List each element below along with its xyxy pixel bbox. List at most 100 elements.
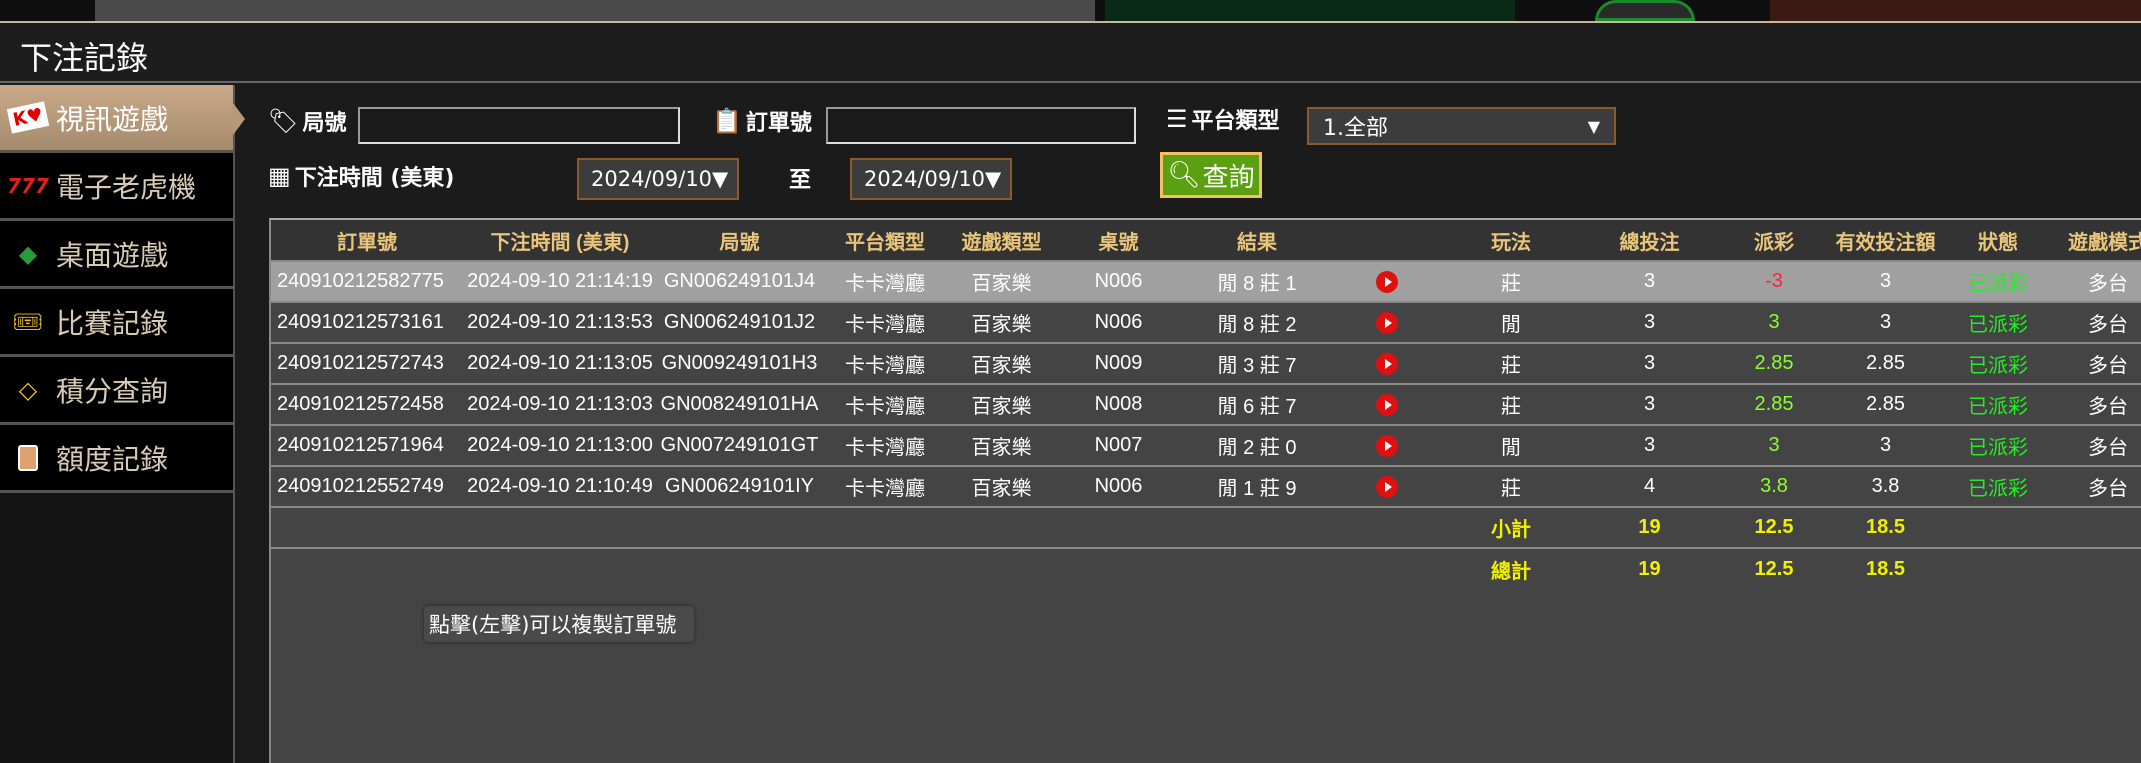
total-payout: 12.5 bbox=[1719, 547, 1829, 589]
empty-cell bbox=[2054, 547, 2141, 589]
empty-cell bbox=[948, 547, 1055, 589]
total-bet-cell: 4 bbox=[1580, 465, 1719, 507]
empty-cell bbox=[1332, 547, 1442, 589]
header-bet-type: 玩法 bbox=[1442, 220, 1580, 261]
order-input[interactable] bbox=[826, 107, 1136, 144]
sidebar-item-credit-records[interactable]: 額度記錄 bbox=[0, 425, 233, 493]
order-label-text: 訂單號 bbox=[745, 111, 812, 136]
replay-cell[interactable] bbox=[1332, 342, 1442, 384]
server-icon: ☰ bbox=[1166, 105, 1188, 133]
bet-time-cell: 2024-09-10 21:13:00 bbox=[463, 424, 657, 466]
header-game-type: 遊戲類型 bbox=[948, 220, 1055, 261]
table-row[interactable]: 240910212552749 2024-09-10 21:10:49 GN0062… bbox=[271, 465, 2141, 507]
order-number-cell[interactable]: 240910212572458 bbox=[271, 383, 463, 425]
table-row[interactable]: 240910212572743 2024-09-10 21:13:05 GN0092… bbox=[271, 342, 2141, 384]
total-bet-cell: 3 bbox=[1580, 383, 1719, 425]
replay-cell[interactable] bbox=[1332, 465, 1442, 507]
round-input[interactable] bbox=[358, 107, 680, 144]
table-row[interactable]: 240910212571964 2024-09-10 21:13:00 GN0072… bbox=[271, 424, 2141, 466]
time-filter-label: ▦ 下注時間 (美東) bbox=[268, 160, 454, 192]
subtotal-payout: 12.5 bbox=[1719, 506, 1829, 548]
order-number-cell[interactable]: 240910212573161 bbox=[271, 301, 463, 343]
bet-type-cell: 閒 bbox=[1442, 301, 1580, 343]
status-cell: 已派彩 bbox=[1942, 424, 2054, 466]
valid-bet-cell: 3 bbox=[1829, 424, 1942, 466]
empty-cell bbox=[948, 506, 1055, 548]
chevron-down-icon: ▼ bbox=[1587, 116, 1600, 136]
empty-cell bbox=[657, 506, 822, 548]
total-bet-cell: 3 bbox=[1580, 424, 1719, 466]
order-number-cell[interactable]: 240910212571964 bbox=[271, 424, 463, 466]
subtotal-row: 小計 19 12.5 18.5 bbox=[271, 506, 2141, 548]
table-row[interactable]: 240910212572458 2024-09-10 21:13:03 GN0082… bbox=[271, 383, 2141, 425]
total-bet-cell: 3 bbox=[1580, 260, 1719, 302]
valid-bet-cell: 3.8 bbox=[1829, 465, 1942, 507]
result-cell: 閒 6 莊 7 bbox=[1182, 383, 1332, 425]
order-number-cell[interactable]: 240910212552749 bbox=[271, 465, 463, 507]
header-status: 狀態 bbox=[1942, 220, 2054, 261]
calendar-icon: ▦ bbox=[268, 162, 291, 190]
sidebar-item-slots[interactable]: 777 電子老虎機 bbox=[0, 153, 233, 221]
search-icon: 🔍︎ bbox=[1167, 160, 1201, 190]
date-to-picker[interactable]: 2024/09/10▼ bbox=[850, 158, 1012, 200]
order-number-cell[interactable]: 240910212582775 bbox=[271, 260, 463, 302]
empty-cell bbox=[463, 506, 657, 548]
header-replay bbox=[1332, 220, 1442, 261]
game-type-cell: 百家樂 bbox=[948, 301, 1055, 343]
play-video-icon[interactable] bbox=[1376, 475, 1398, 498]
table-row[interactable]: 240910212573161 2024-09-10 21:13:53 GN0062… bbox=[271, 301, 2141, 343]
bet-type-cell: 閒 bbox=[1442, 424, 1580, 466]
status-cell: 已派彩 bbox=[1942, 260, 2054, 302]
empty-cell bbox=[271, 506, 463, 548]
round-cell: GN007249101GT bbox=[657, 424, 822, 466]
game-type-cell: 百家樂 bbox=[948, 342, 1055, 384]
total-bet-cell: 3 bbox=[1580, 301, 1719, 343]
table-cell: N006 bbox=[1055, 465, 1182, 507]
table-row[interactable]: 240910212582775 2024-09-10 21:14:19 GN0062… bbox=[271, 260, 2141, 302]
sidebar-item-table-games[interactable]: ◆ 桌面遊戲 bbox=[0, 221, 233, 289]
header-valid-bet: 有效投注額 bbox=[1829, 220, 1942, 261]
ticket-icon: 🎟 bbox=[12, 307, 44, 336]
play-video-icon[interactable] bbox=[1376, 434, 1398, 457]
play-video-icon[interactable] bbox=[1376, 270, 1398, 293]
status-cell: 已派彩 bbox=[1942, 342, 2054, 384]
result-cell: 閒 3 莊 7 bbox=[1182, 342, 1332, 384]
empty-cell bbox=[2054, 506, 2141, 548]
replay-cell[interactable] bbox=[1332, 260, 1442, 302]
replay-cell[interactable] bbox=[1332, 424, 1442, 466]
bet-type-cell: 莊 bbox=[1442, 383, 1580, 425]
play-video-icon[interactable] bbox=[1376, 393, 1398, 416]
order-number-cell[interactable]: 240910212572743 bbox=[271, 342, 463, 384]
result-cell: 閒 2 莊 0 bbox=[1182, 424, 1332, 466]
play-video-icon[interactable] bbox=[1376, 352, 1398, 375]
empty-cell bbox=[1182, 506, 1332, 548]
cards-chips-icon: ◆ bbox=[18, 239, 38, 268]
valid-bet-cell: 3 bbox=[1829, 260, 1942, 302]
game-type-cell: 百家樂 bbox=[948, 260, 1055, 302]
sidebar-item-points-query[interactable]: ◇ 積分查詢 bbox=[0, 357, 233, 425]
time-label-text: 下注時間 (美東) bbox=[294, 166, 455, 191]
date-from-picker[interactable]: 2024/09/10▼ bbox=[577, 158, 739, 200]
sidebar-item-label: 視訊遊戲 bbox=[56, 102, 169, 136]
bet-type-cell: 莊 bbox=[1442, 260, 1580, 302]
header-payout: 派彩 bbox=[1719, 220, 1829, 261]
empty-cell bbox=[1332, 506, 1442, 548]
replay-cell[interactable] bbox=[1332, 301, 1442, 343]
sidebar-item-match-records[interactable]: 🎟 比賽記錄 bbox=[0, 289, 233, 357]
slot-777-icon: 777 bbox=[7, 173, 49, 198]
query-button[interactable]: 🔍︎ 查詢 bbox=[1160, 152, 1262, 198]
header-platform: 平台類型 bbox=[822, 220, 948, 261]
bet-records-table: 訂單號 下注時間 (美東) 局號 平台類型 遊戲類型 桌號 結果 玩法 總投注 派彩 有效投注額 狀態… bbox=[269, 218, 2141, 763]
sidebar-item-live-games[interactable]: K♥ 視訊遊戲 bbox=[0, 85, 245, 153]
copy-order-tooltip: 點擊(左擊)可以複製訂單號 bbox=[424, 606, 694, 642]
platform-select[interactable]: 1.全部 ▼ bbox=[1307, 107, 1616, 145]
total-valid: 18.5 bbox=[1829, 547, 1942, 589]
table-cell: N007 bbox=[1055, 424, 1182, 466]
empty-cell bbox=[822, 547, 948, 589]
table-cell: N006 bbox=[1055, 301, 1182, 343]
total-label: 總計 bbox=[1442, 547, 1580, 589]
play-video-icon[interactable] bbox=[1376, 311, 1398, 334]
replay-cell[interactable] bbox=[1332, 383, 1442, 425]
game-mode-cell: 多台 bbox=[2054, 424, 2141, 466]
round-cell: GN009249101H3 bbox=[657, 342, 822, 384]
